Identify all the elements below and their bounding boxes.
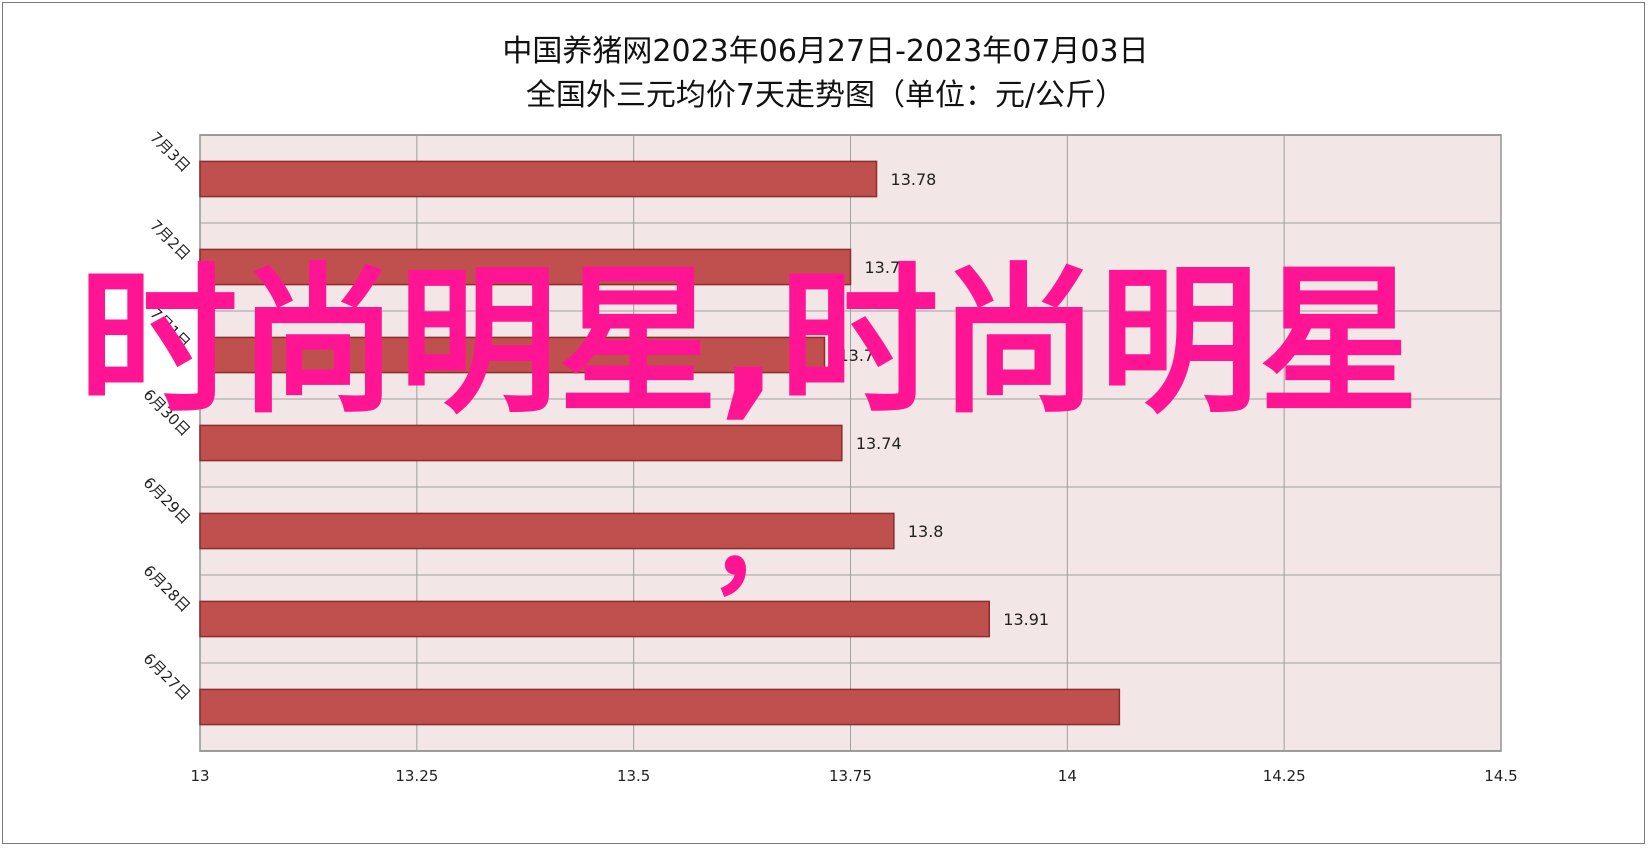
bar [199, 512, 895, 550]
category-label: 6月28日 [140, 562, 194, 616]
bar [199, 160, 878, 198]
overlay-comma: ， [708, 481, 818, 609]
bar [199, 248, 852, 286]
x-tick-label: 14.5 [1484, 767, 1517, 785]
data-label: 13.91 [1003, 610, 1049, 629]
chart-title-line-1: 中国养猪网2023年06月27日-2023年07月03日 [502, 34, 1149, 69]
x-tick-label: 13.25 [395, 767, 438, 785]
x-tick-label: 13.75 [829, 767, 872, 785]
overlay-headline: 时尚明星,时尚明星 [78, 248, 1419, 435]
x-tick-label: 14.25 [1263, 767, 1306, 785]
bar [199, 424, 843, 462]
data-label: 13.8 [908, 522, 944, 541]
data-label: 13.74 [856, 434, 902, 453]
data-label: 13.75 [865, 258, 911, 277]
bar [199, 600, 991, 638]
category-label: 6月27日 [140, 650, 194, 704]
x-tick-label: 13.5 [617, 767, 650, 785]
data-label: 13.72 [838, 346, 884, 365]
category-label: 7月3日 [146, 128, 193, 175]
data-label: 13.78 [891, 170, 937, 189]
category-label: 6月29日 [140, 474, 194, 528]
bar [199, 688, 1121, 726]
chart-title-line-2: 全国外三元均价7天走势图（单位：元/公斤） [525, 78, 1126, 113]
x-tick-label: 13 [190, 767, 209, 785]
bar [199, 336, 826, 374]
x-tick-label: 14 [1058, 767, 1077, 785]
